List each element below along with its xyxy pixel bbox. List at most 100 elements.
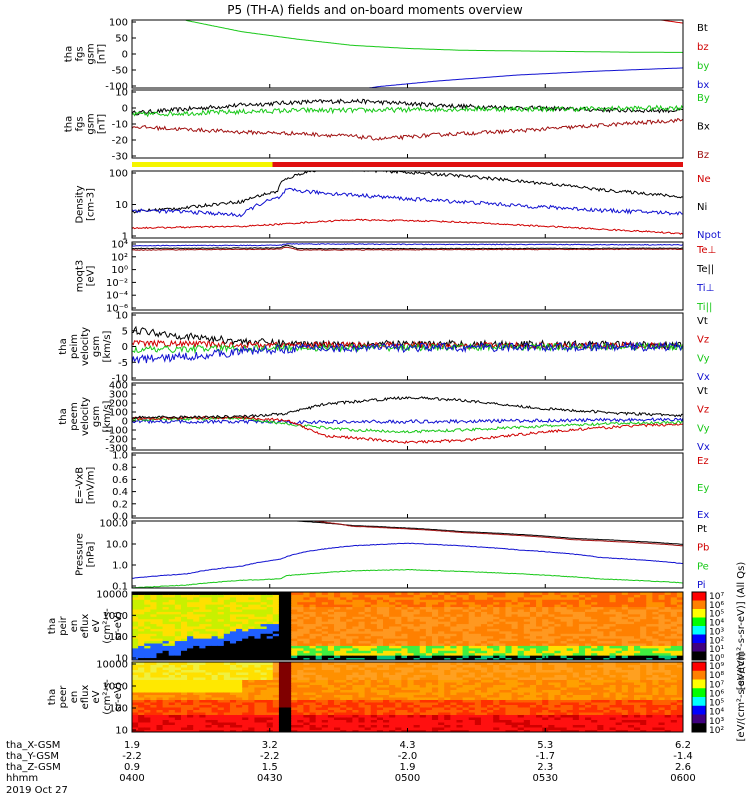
spectrogram-cell [156,724,164,728]
spectrogram-cell [223,647,231,651]
spectrogram-cell [266,724,274,728]
spectrogram-cell [450,643,457,646]
spectrogram-cell [352,722,360,725]
spectrogram-cell [523,699,531,703]
spectrogram-cell [634,638,641,642]
spectrogram-cell [346,633,353,637]
spectrogram-cell [272,697,280,700]
spectrogram-cell [462,667,470,670]
spectrogram-cell [193,640,200,644]
spectrogram-cell [444,667,451,670]
spectrogram-cell [321,655,329,659]
spectrogram-cell [303,699,311,703]
spectrogram-cell [321,611,329,615]
spectrogram-cell [321,679,329,683]
spectrogram-cell [217,609,225,612]
spectrogram-cell [407,702,415,705]
spectrogram-cell [462,672,470,675]
spectrogram-cell [199,727,206,730]
spectrogram-cell [572,684,580,688]
spectrogram-cell [156,626,164,629]
spectrogram-cell [297,667,304,670]
spectrogram-cell [346,692,353,695]
spectrogram-cell [242,604,249,608]
spectrogram-cell [560,630,568,634]
spectrogram-cell [450,684,457,688]
spectrogram-cell [493,626,500,629]
spectrogram-cell [670,616,678,620]
spectrogram-cell [383,594,390,598]
spectrogram-cell [419,709,427,713]
spectrogram-cell [297,699,304,703]
spectrogram-cell [309,606,317,610]
spectrogram-cell [548,697,555,700]
spectrogram-cell [499,626,506,629]
spectrogram-cell [462,707,470,710]
spectrogram-cell [517,674,525,678]
spectrogram-cell [211,672,219,675]
spectrogram-cell [248,727,255,730]
spectrogram-cell [419,604,427,608]
legend-entry: bz [697,42,709,53]
spectrogram-cell [536,628,543,632]
spectrogram-cell [658,613,666,617]
spectrogram-cell [664,594,672,598]
spectrogram-cell [211,679,219,683]
spectrogram-cell [138,640,145,644]
spectrogram-cell [456,719,464,723]
spectrogram-cell [236,712,243,715]
spectrogram-cell [327,709,335,713]
spectrogram-cell [364,650,372,654]
spectrogram-cell [493,712,500,715]
spectrogram-cell [511,599,519,603]
spectrogram-cell [585,714,592,718]
spectrogram-cell [621,599,629,603]
spectrogram-cell [468,679,476,683]
spectrogram-cell [560,664,568,668]
colorbar-frame [691,591,707,661]
spectrogram-cell [499,645,506,649]
spectrogram-cell [309,719,317,723]
spectrogram-cell [254,682,262,685]
spectrogram-cell [462,697,470,700]
spectrogram-cell [150,645,157,649]
spectrogram-cell [652,606,660,610]
spectrogram-cell [370,623,378,627]
spectrogram-cell [627,601,635,605]
spectrogram-cell [425,702,433,705]
spectrogram-cell [523,647,531,651]
spectrogram-cell [634,609,641,612]
spectrogram-cell [431,667,439,670]
spectrogram-cell [548,616,555,620]
spectrogram-cell [193,618,200,622]
spectrogram-cell [205,712,213,715]
spectrogram-cell [615,611,623,615]
spectrogram-cell [211,722,219,725]
spectrogram-cell [542,606,549,610]
spectrogram-cell [578,709,586,713]
spectrogram-cell [309,618,317,622]
spectrogram-cell [168,697,176,700]
spectrogram-cell [297,709,304,713]
y-axis-label-line: moqt3 [75,260,86,293]
spectrogram-cell [450,621,457,625]
spectrogram-cell [187,601,194,605]
spectrogram-cell [603,657,611,661]
spectrogram-cell [370,618,378,622]
spectrogram-cell [352,645,360,649]
spectrogram-cell [132,623,139,627]
spectrogram-cell [444,677,451,680]
series-line-Npot [132,187,683,218]
spectrogram-cell [254,606,262,610]
spectrogram-cell [248,635,255,639]
spectrogram-cell [254,645,262,649]
spectrogram-cell [217,592,225,595]
y-axis-label-line: [cm-3] [86,188,97,221]
spectrogram-cell [585,727,592,730]
spectrogram-cell [132,592,139,595]
spectrogram-cell [364,643,372,646]
spectrogram-cell [364,709,372,713]
spectrogram-cell [536,724,543,728]
spectrogram-cell [646,630,653,634]
spectrogram-cell [487,677,494,680]
